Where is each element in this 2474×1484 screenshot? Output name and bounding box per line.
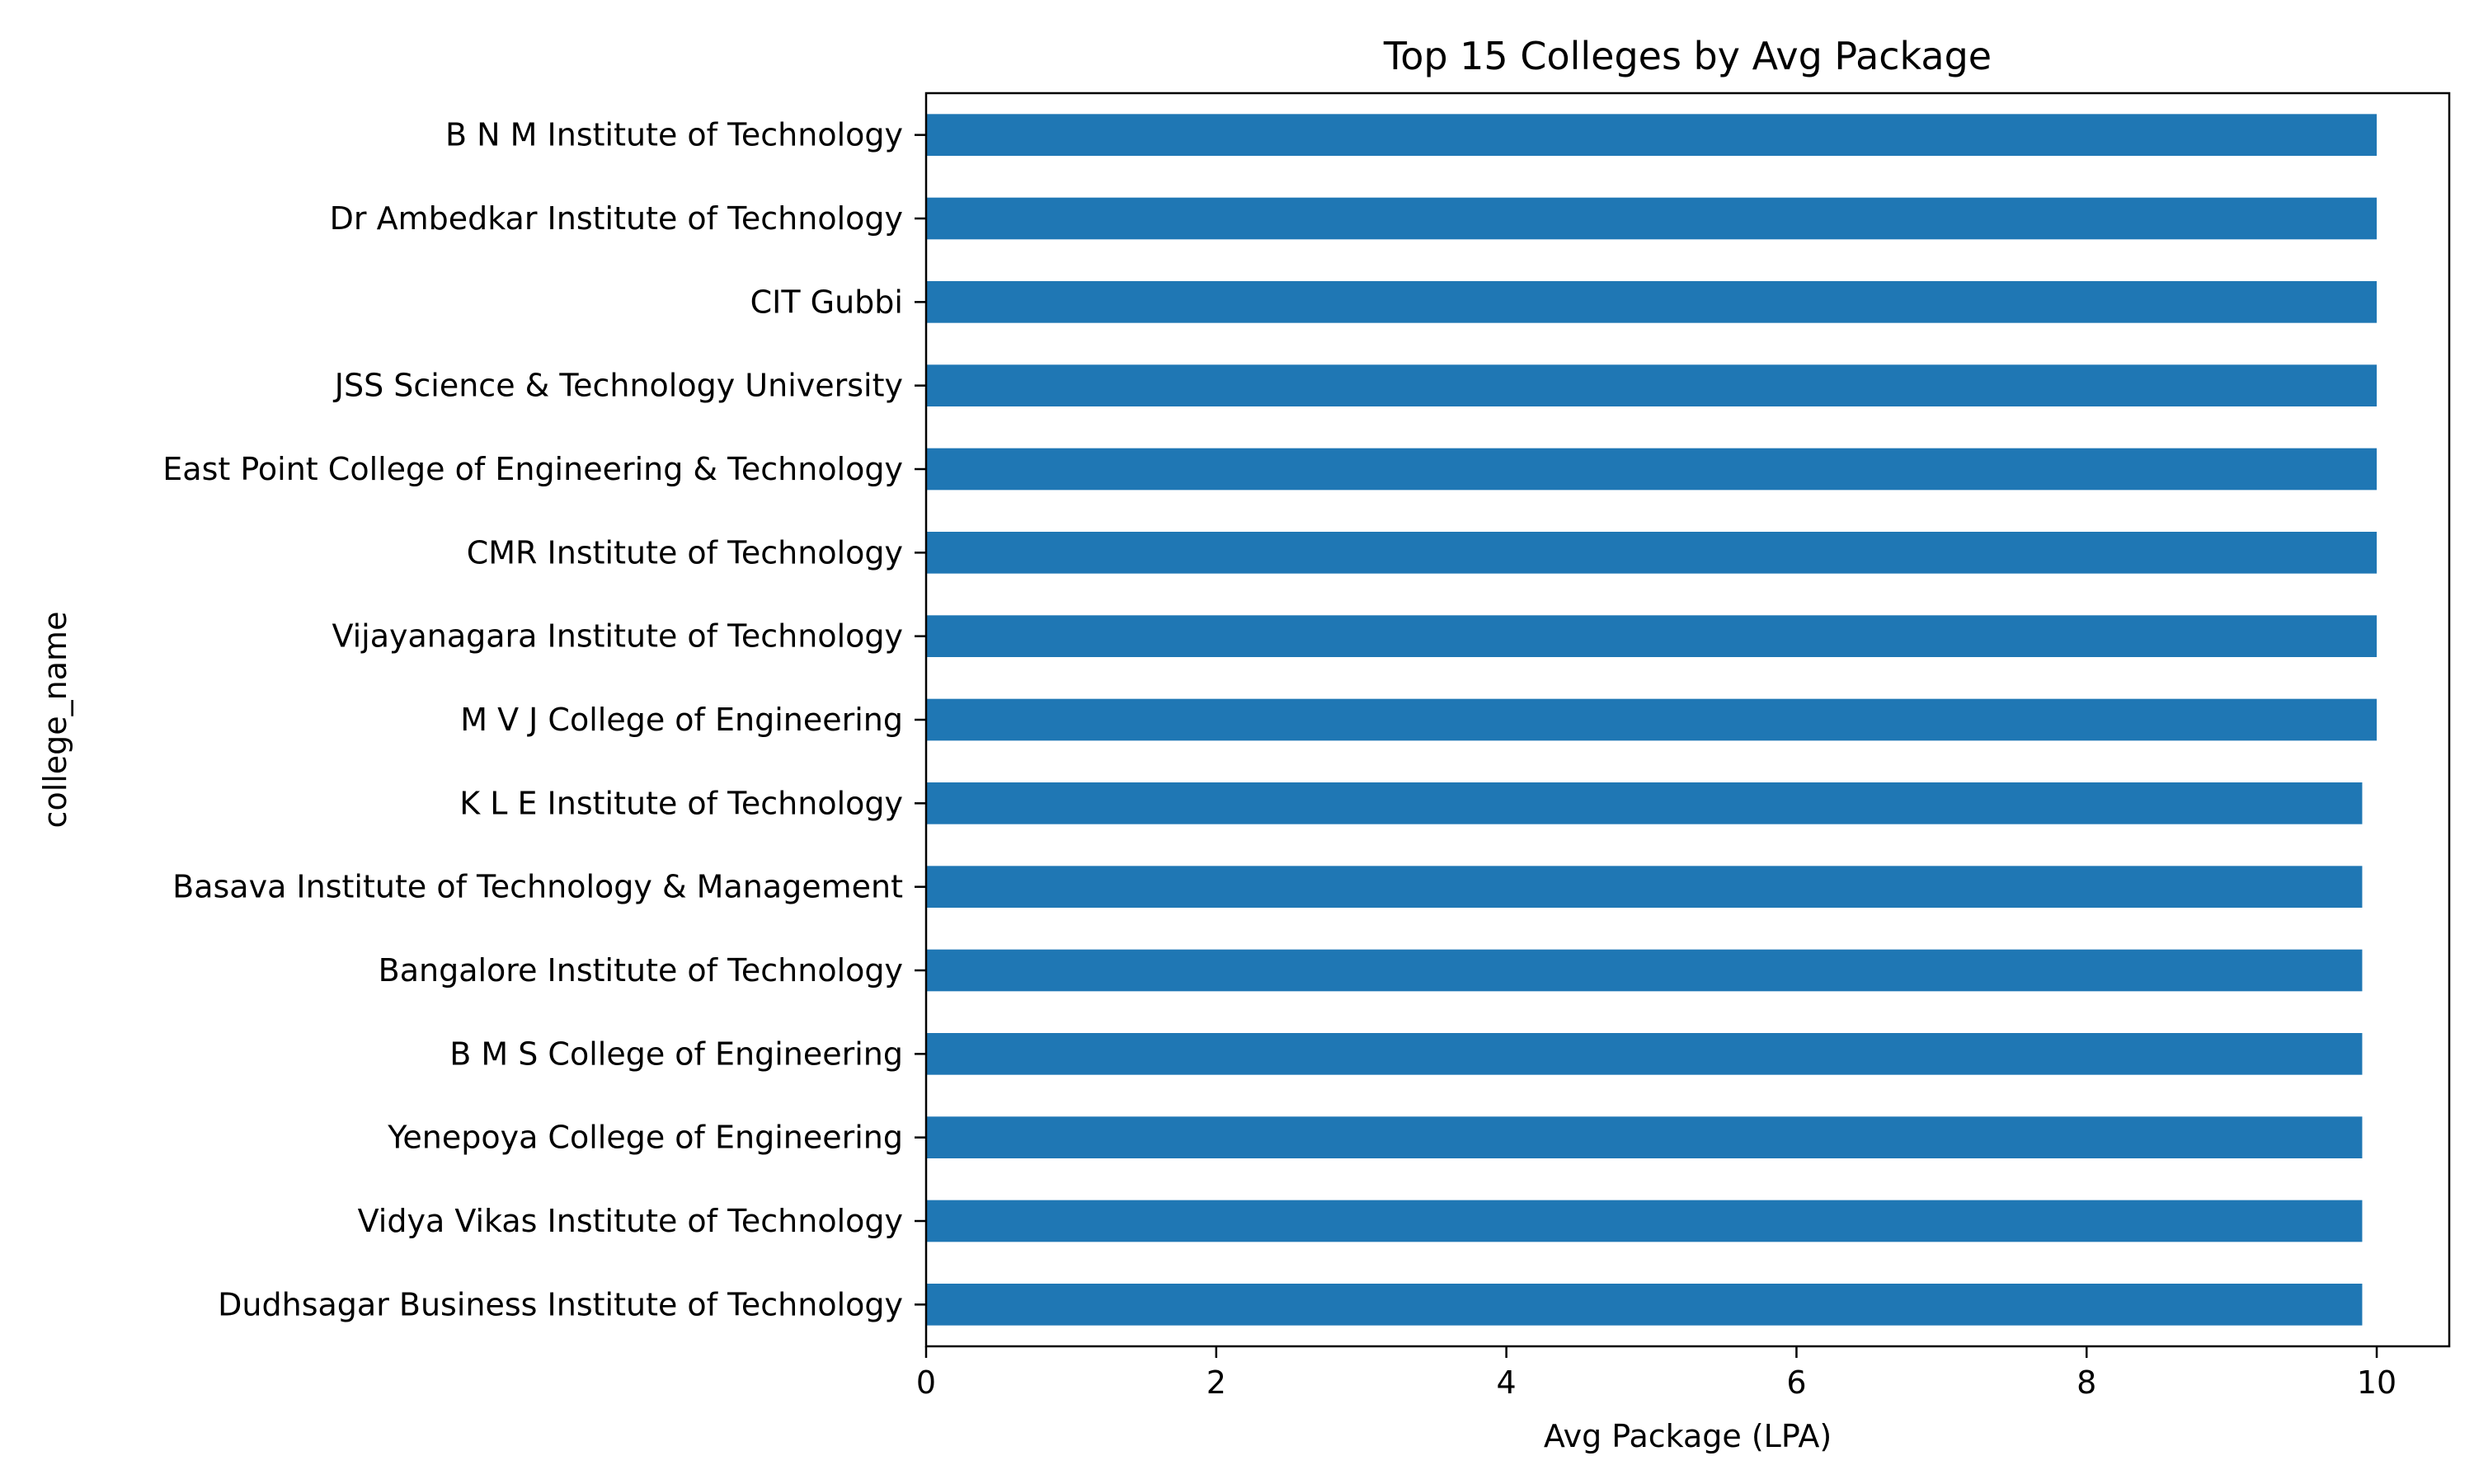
- bar: [926, 866, 2363, 908]
- bar: [926, 448, 2378, 491]
- bar: [926, 782, 2363, 824]
- bars: [926, 114, 2378, 1326]
- bar: [926, 364, 2378, 406]
- bar: [926, 949, 2363, 992]
- bar: [926, 1116, 2363, 1158]
- bar: [926, 281, 2378, 323]
- y-tick-label: CMR Institute of Technology: [467, 534, 903, 571]
- bar: [926, 1200, 2363, 1242]
- y-tick-label: Vidya Vikas Institute of Technology: [358, 1203, 903, 1239]
- bar: [926, 615, 2378, 657]
- y-tick-label: Basava Institute of Technology & Managem…: [172, 869, 903, 905]
- y-tick-label: Dr Ambedkar Institute of Technology: [330, 200, 903, 237]
- plot-frame: [924, 92, 2451, 1348]
- y-tick-label: JSS Science & Technology University: [333, 368, 903, 404]
- y-tick-label: B M S College of Engineering: [449, 1036, 903, 1072]
- bar: [926, 1033, 2363, 1075]
- bar: [926, 197, 2378, 240]
- y-axis-ticks: B N M Institute of Technology Dr Ambedkar…: [162, 117, 926, 1322]
- y-tick-label: Vijayanagara Institute of Technology: [332, 618, 903, 655]
- x-tick-label: 8: [2077, 1364, 2096, 1401]
- y-axis-label: college_name: [37, 612, 73, 829]
- x-tick-label: 6: [1786, 1364, 1806, 1401]
- bar: [926, 532, 2378, 574]
- x-tick-label: 10: [2357, 1364, 2396, 1401]
- y-tick-label: Dudhsagar Business Institute of Technolo…: [218, 1286, 903, 1322]
- y-tick-label: M V J College of Engineering: [460, 702, 903, 738]
- y-tick-label: B N M Institute of Technology: [445, 117, 903, 153]
- chart-title: Top 15 Colleges by Avg Package: [1383, 34, 1992, 78]
- bar: [926, 114, 2378, 156]
- y-tick-label: K L E Institute of Technology: [459, 785, 903, 821]
- x-tick-label: 0: [916, 1364, 936, 1401]
- y-tick-label: East Point College of Engineering & Tech…: [162, 451, 903, 487]
- bar: [926, 698, 2378, 741]
- y-tick-label: Yenepoya College of Engineering: [387, 1120, 903, 1156]
- x-axis-label: Avg Package (LPA): [1544, 1418, 1832, 1454]
- y-tick-label: Bangalore Institute of Technology: [379, 952, 903, 989]
- x-axis-ticks: 0 2 4 6 8 10: [916, 1346, 2396, 1401]
- x-tick-label: 2: [1206, 1364, 1226, 1401]
- bar: [926, 1284, 2363, 1326]
- x-tick-label: 4: [1497, 1364, 1517, 1401]
- y-tick-label: CIT Gubbi: [750, 284, 903, 320]
